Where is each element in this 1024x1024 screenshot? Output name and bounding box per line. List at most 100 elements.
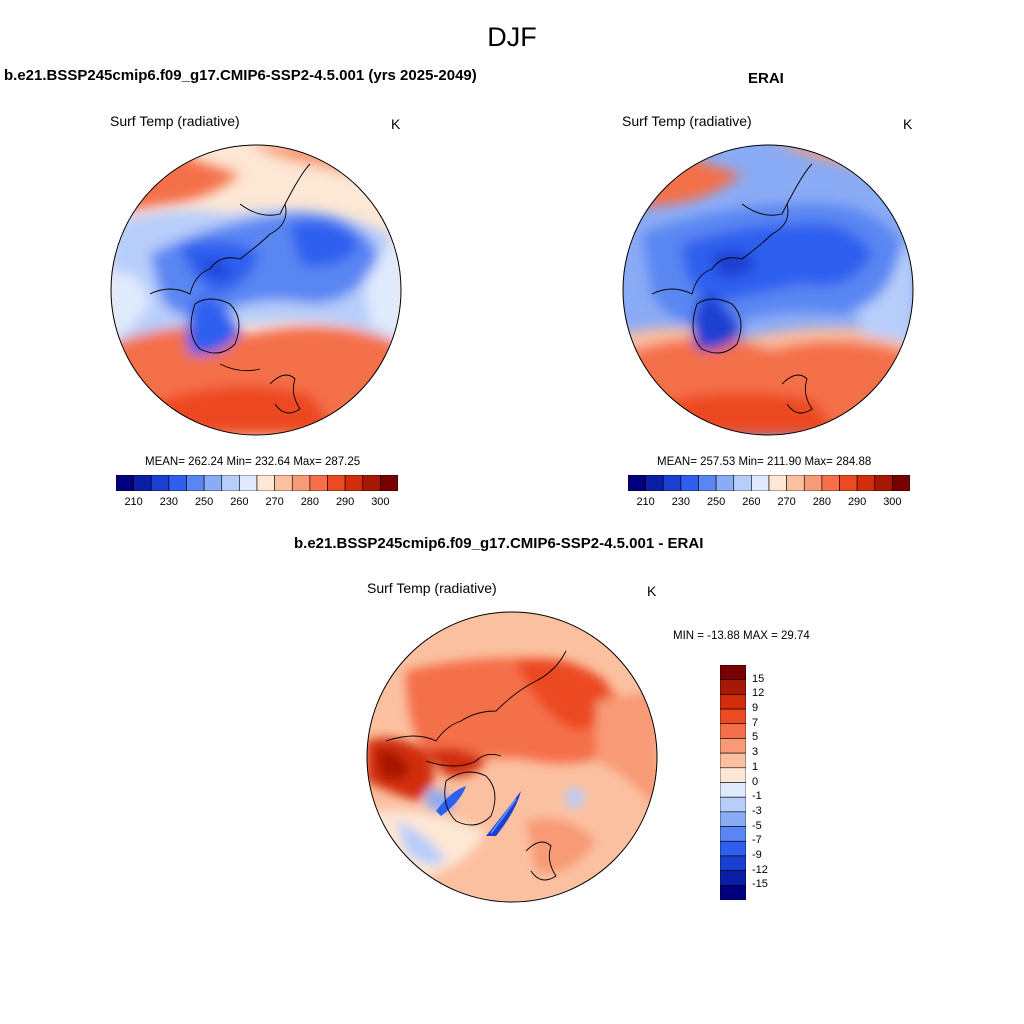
- colorbar-tick-label: -7: [752, 834, 762, 847]
- colorbar-swatch: [821, 475, 840, 491]
- model-colorbar: [116, 475, 398, 491]
- colorbar-swatch: [680, 475, 699, 491]
- colorbar-swatch: [133, 475, 152, 491]
- colorbar-swatch: [768, 475, 787, 491]
- diff-stats: MIN = -13.88 MAX = 29.74: [673, 630, 810, 642]
- model-units-label: K: [391, 116, 401, 132]
- colorbar-swatch: [256, 475, 275, 491]
- colorbar-swatch: [362, 475, 381, 491]
- colorbar-tick-label: 1: [752, 760, 759, 773]
- colorbar-tick-label: 210: [124, 496, 143, 508]
- colorbar-tick-label: 250: [194, 496, 214, 508]
- colorbar-swatch: [803, 475, 823, 491]
- colorbar-swatch: [380, 475, 398, 491]
- colorbar-swatch: [274, 475, 293, 491]
- obs-colorbar-ticks: 210 230 250 260 270 280 290 300: [628, 496, 910, 510]
- diff-units-label: K: [647, 583, 657, 599]
- colorbar-swatch: [786, 475, 805, 491]
- colorbar-tick-label: 3: [752, 746, 759, 759]
- colorbar-swatch: [720, 855, 746, 871]
- colorbar-swatch: [751, 475, 770, 491]
- colorbar-swatch: [116, 475, 134, 491]
- colorbar-tick-label: 300: [883, 496, 902, 508]
- colorbar-swatch: [186, 475, 205, 491]
- colorbar-swatch: [239, 475, 258, 491]
- obs-units-label: K: [903, 116, 913, 132]
- model-variable-label: Surf Temp (radiative): [110, 113, 240, 129]
- colorbar-swatch: [662, 475, 682, 491]
- model-colorbar-ticks: 210 230 250 260 270 280 290 300: [116, 496, 398, 510]
- colorbar-swatch: [720, 870, 746, 886]
- colorbar-swatch: [720, 811, 746, 827]
- colorbar-swatch: [720, 752, 746, 769]
- colorbar-tick-label: 290: [335, 496, 355, 508]
- colorbar-tick-label: -9: [752, 848, 762, 861]
- colorbar-swatch: [720, 665, 746, 680]
- colorbar-tick-label: 0: [752, 775, 759, 788]
- colorbar-swatch: [720, 679, 746, 695]
- colorbar-tick-label: -1: [752, 790, 762, 803]
- colorbar-tick-label: 12: [752, 687, 765, 700]
- obs-stats: MEAN= 257.53 Min= 211.90 Max= 284.88: [657, 456, 872, 468]
- colorbar-swatch: [309, 475, 328, 491]
- diff-variable-label: Surf Temp (radiative): [367, 580, 497, 596]
- colorbar-swatch: [698, 475, 717, 491]
- colorbar-swatch: [344, 475, 364, 491]
- colorbar-swatch: [720, 782, 746, 798]
- colorbar-swatch: [720, 708, 746, 725]
- colorbar-tick-label: 270: [777, 496, 796, 508]
- colorbar-tick-label: 280: [812, 496, 832, 508]
- colorbar-swatch: [203, 475, 223, 491]
- diff-polar-map: [366, 611, 658, 903]
- colorbar-tick-label: -15: [752, 878, 768, 891]
- colorbar-tick-label: 260: [230, 496, 249, 508]
- colorbar-tick-label: 230: [159, 496, 179, 508]
- diff-colorbar-ticks: 15 12 9 7 5 3 1 0 -1 -3 -5 -7 -9 -12 -15: [752, 665, 792, 900]
- colorbar-swatch: [733, 475, 752, 491]
- figure-season-title: DJF: [487, 22, 537, 52]
- colorbar-swatch: [720, 694, 746, 710]
- obs-colorbar: [628, 475, 910, 491]
- colorbar-tick-label: 250: [706, 496, 726, 508]
- colorbar-tick-label: 280: [300, 496, 320, 508]
- diff-colorbar: [720, 665, 746, 900]
- colorbar-swatch: [168, 475, 187, 491]
- colorbar-tick-label: -12: [752, 863, 768, 876]
- colorbar-tick-label: 5: [752, 731, 759, 744]
- colorbar-swatch: [720, 885, 746, 900]
- colorbar-tick-label: 230: [671, 496, 691, 508]
- colorbar-swatch: [839, 475, 858, 491]
- colorbar-swatch: [221, 475, 240, 491]
- colorbar-swatch: [720, 840, 746, 857]
- colorbar-swatch: [720, 767, 746, 783]
- obs-polar-map: [622, 144, 914, 436]
- colorbar-tick-label: 7: [752, 716, 759, 729]
- obs-variable-label: Surf Temp (radiative): [622, 113, 752, 129]
- colorbar-tick-label: 260: [742, 496, 761, 508]
- colorbar-tick-label: 15: [752, 672, 765, 685]
- colorbar-swatch: [327, 475, 346, 491]
- model-polar-map: [110, 144, 402, 436]
- colorbar-swatch: [720, 796, 746, 813]
- colorbar-swatch: [874, 475, 893, 491]
- colorbar-tick-label: 300: [371, 496, 390, 508]
- colorbar-swatch: [150, 475, 170, 491]
- model-panel-title: b.e21.BSSP245cmip6.f09_g17.CMIP6-SSP2-4.…: [4, 67, 477, 84]
- colorbar-swatch: [645, 475, 664, 491]
- colorbar-swatch: [720, 723, 746, 739]
- colorbar-tick-label: 210: [636, 496, 655, 508]
- colorbar-tick-label: -5: [752, 819, 762, 832]
- obs-panel-title: ERAI: [748, 70, 784, 87]
- colorbar-tick-label: -3: [752, 804, 762, 817]
- colorbar-swatch: [628, 475, 646, 491]
- colorbar-swatch: [715, 475, 735, 491]
- model-stats: MEAN= 262.24 Min= 232.64 Max= 287.25: [145, 456, 361, 468]
- colorbar-tick-label: 290: [847, 496, 867, 508]
- colorbar-swatch: [892, 475, 910, 491]
- colorbar-swatch: [720, 826, 746, 842]
- colorbar-swatch: [291, 475, 311, 491]
- colorbar-swatch: [856, 475, 876, 491]
- colorbar-tick-label: 9: [752, 702, 759, 715]
- colorbar-tick-label: 270: [265, 496, 284, 508]
- colorbar-swatch: [720, 738, 746, 754]
